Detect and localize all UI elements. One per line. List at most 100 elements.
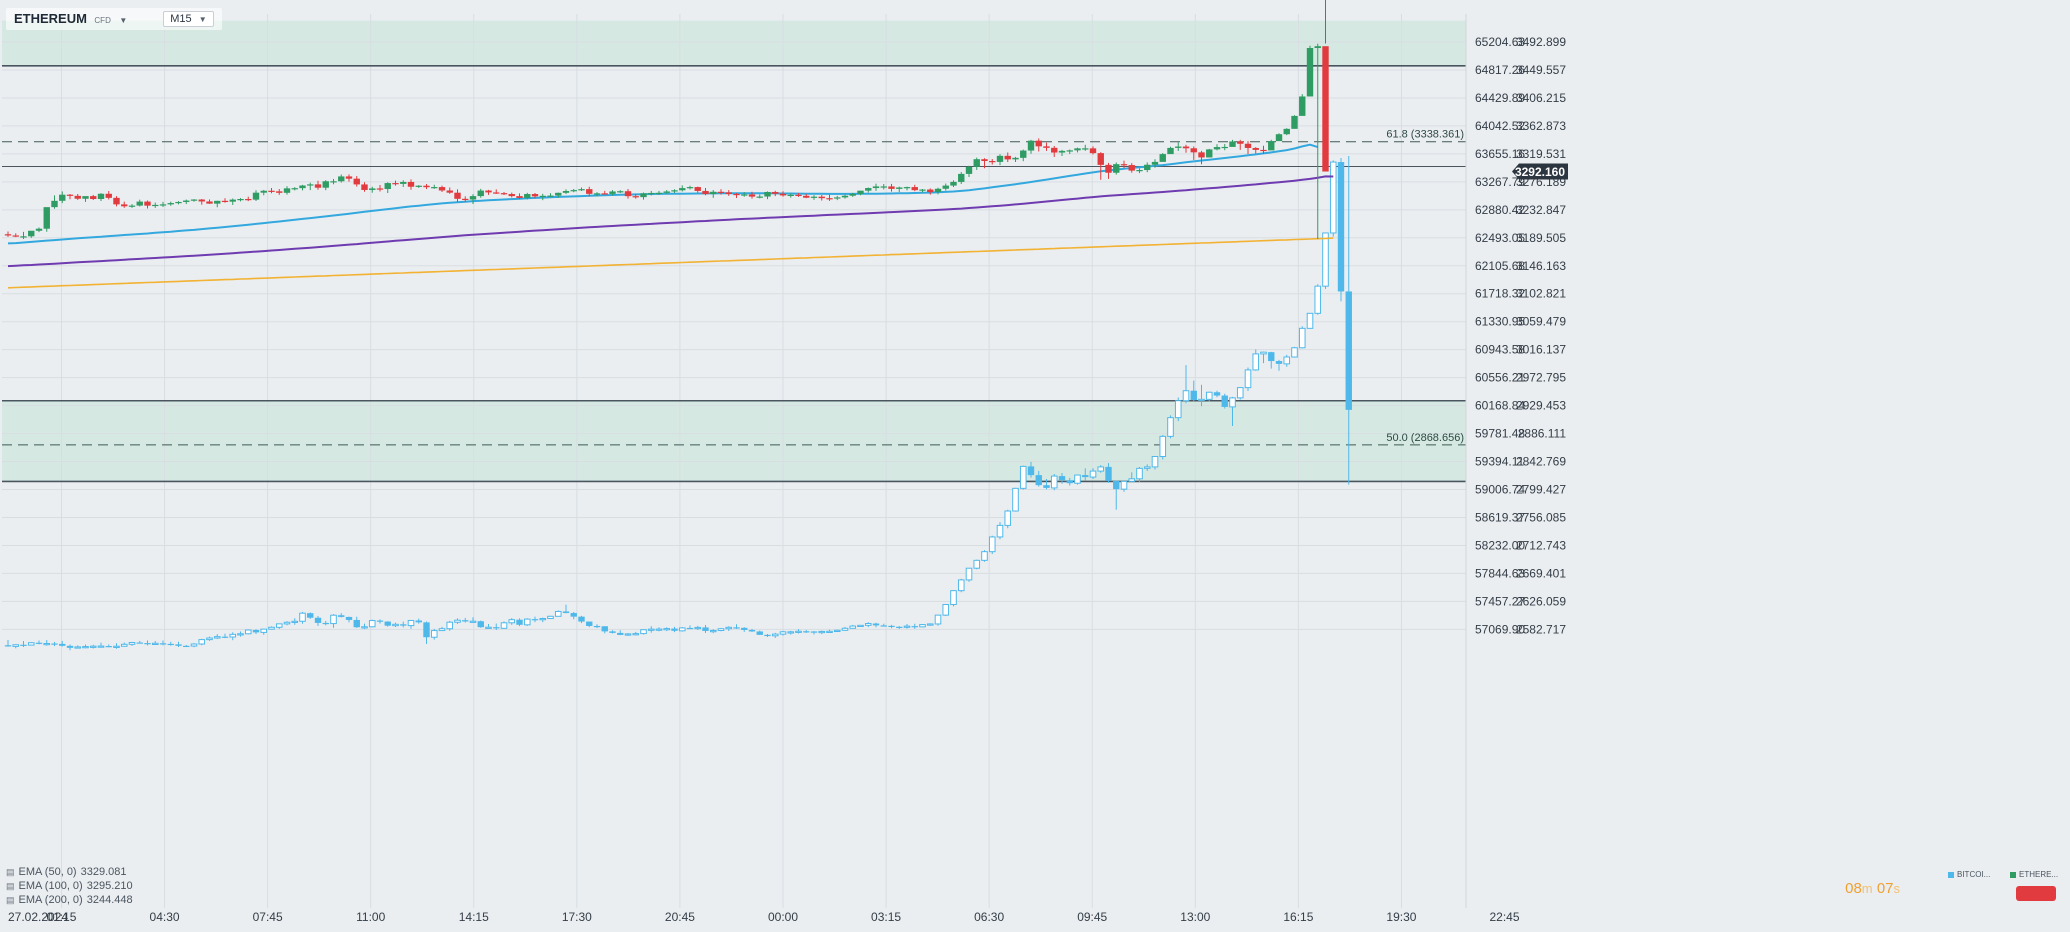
btc-candle-body bbox=[647, 628, 655, 631]
btc-candle bbox=[35, 640, 43, 645]
btc-candle bbox=[1105, 463, 1112, 483]
eth-candle bbox=[609, 190, 616, 196]
btc-candle-body bbox=[632, 633, 640, 636]
btc-candle bbox=[1283, 354, 1291, 367]
eth-candle-body bbox=[1322, 46, 1329, 172]
eth-price-tick-label: 2669.401 bbox=[1516, 566, 1566, 580]
btc-candle bbox=[934, 614, 942, 626]
btc-candle bbox=[678, 627, 686, 632]
btc-candle bbox=[97, 642, 105, 648]
eth-candle-body bbox=[1175, 146, 1182, 148]
eth-candle-body bbox=[1206, 149, 1213, 158]
eth-candle bbox=[1089, 146, 1097, 155]
ema-legend-row[interactable]: ▤ EMA (200, 0) 3244.448 bbox=[6, 893, 133, 907]
eth-candle bbox=[1151, 159, 1159, 168]
eth-candle-body bbox=[260, 190, 267, 193]
eth-candle-body bbox=[648, 192, 655, 195]
btc-candle-body bbox=[237, 633, 244, 636]
eth-candle-body bbox=[245, 199, 252, 201]
btc-candle bbox=[803, 629, 810, 633]
btc-candle bbox=[926, 623, 934, 626]
settings-icon[interactable]: ▤ bbox=[6, 881, 15, 891]
eth-candle bbox=[593, 192, 601, 197]
timeframe-selector[interactable]: M15 ▼ bbox=[163, 11, 214, 27]
eth-candle-body bbox=[1268, 141, 1275, 151]
eth-candle-body bbox=[221, 200, 229, 203]
eth-candle bbox=[214, 200, 221, 208]
eth-candle-body bbox=[113, 197, 120, 205]
eth-candle-body bbox=[996, 155, 1004, 162]
btc-price-tick-label: 65204.63 bbox=[1475, 35, 1525, 49]
btc-candle bbox=[415, 618, 422, 624]
btc-candle bbox=[74, 645, 82, 649]
instrument-tab-ethereum[interactable]: ETHERE... bbox=[2010, 870, 2058, 879]
btc-candle-body bbox=[4, 645, 12, 647]
btc-candle-body bbox=[1205, 391, 1213, 400]
eth-candle bbox=[903, 186, 911, 191]
eth-candle bbox=[392, 180, 399, 186]
eth-candle-body bbox=[276, 191, 283, 193]
eth-candle bbox=[516, 193, 523, 200]
eth-candle bbox=[345, 174, 353, 182]
btc-candle bbox=[330, 614, 337, 628]
eth-candle-body bbox=[121, 204, 128, 207]
eth-price-tick-label: 2626.059 bbox=[1516, 594, 1566, 608]
btc-candle bbox=[469, 617, 477, 623]
btc-candle-body bbox=[307, 613, 314, 618]
btc-candle bbox=[748, 628, 756, 632]
btc-candle-body bbox=[469, 620, 477, 623]
btc-candle bbox=[601, 626, 608, 634]
eth-candle bbox=[733, 193, 740, 199]
eth-candle bbox=[400, 180, 407, 187]
settings-icon[interactable]: ▤ bbox=[6, 867, 15, 877]
eth-candle-body bbox=[376, 188, 384, 190]
btc-candle-body bbox=[1275, 361, 1283, 364]
eth-candle bbox=[679, 185, 686, 192]
eth-candle-body bbox=[353, 178, 360, 185]
btc-candle bbox=[872, 622, 880, 628]
btc-candle-body bbox=[919, 624, 926, 628]
btc-candle bbox=[485, 623, 492, 629]
eth-candle bbox=[818, 194, 825, 201]
eth-candle-body bbox=[477, 190, 484, 197]
btc-candle bbox=[1058, 472, 1066, 484]
eth-candle bbox=[1291, 115, 1298, 129]
btc-candle bbox=[376, 619, 384, 624]
btc-candle-body bbox=[748, 629, 756, 632]
eth-candle-body bbox=[66, 194, 74, 196]
instrument-tab-bitcoin[interactable]: BITCOI... bbox=[1948, 870, 1990, 879]
eth-candle-body bbox=[283, 188, 291, 193]
eth-candle bbox=[105, 191, 112, 200]
btc-candle bbox=[531, 616, 539, 623]
settings-icon[interactable]: ▤ bbox=[6, 895, 15, 905]
eth-candle-body bbox=[779, 193, 787, 196]
btc-candle bbox=[903, 624, 911, 629]
eth-candle-body bbox=[493, 192, 500, 194]
ema-legend-row[interactable]: ▤ EMA (50, 0) 3329.081 bbox=[6, 865, 133, 879]
eth-candle-body bbox=[787, 194, 794, 197]
eth-candle bbox=[82, 196, 89, 202]
btc-candle-body bbox=[1035, 475, 1042, 486]
symbol-selector[interactable]: ETHEREUM CFD ▼ bbox=[14, 10, 127, 28]
btc-price-tick-label: 57457.27 bbox=[1475, 594, 1525, 608]
btc-candle-body bbox=[27, 642, 35, 646]
symbol-toolbar[interactable]: ETHEREUM CFD ▼ M15 ▼ bbox=[6, 8, 222, 30]
btc-candle bbox=[1268, 351, 1275, 369]
btc-candle bbox=[1329, 160, 1337, 237]
btc-candle bbox=[880, 623, 887, 627]
eth-candle-body bbox=[384, 183, 391, 190]
btc-candle bbox=[942, 604, 950, 617]
eth-candle-body bbox=[679, 188, 686, 191]
btc-candle bbox=[733, 624, 740, 629]
btc-candle bbox=[1260, 351, 1267, 364]
sell-button[interactable] bbox=[2016, 886, 2056, 901]
btc-candle bbox=[663, 627, 671, 632]
btc-candle bbox=[1213, 390, 1221, 398]
btc-candle bbox=[1113, 480, 1120, 510]
eth-price-tick-label: 2712.743 bbox=[1516, 538, 1566, 552]
ema-legend-row[interactable]: ▤ EMA (100, 0) 3295.210 bbox=[6, 879, 133, 893]
btc-candle bbox=[810, 631, 818, 635]
eth-candle bbox=[198, 199, 205, 205]
btc-candle-body bbox=[1329, 161, 1337, 234]
